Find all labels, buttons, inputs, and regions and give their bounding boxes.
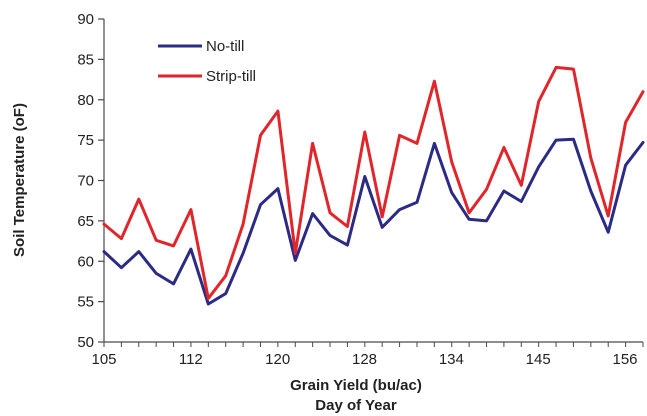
axes: 50 55 60 65 70 75 80 85 90 105 112 120 128 134 145 156 [77, 11, 644, 368]
y-tick-label: 80 [77, 92, 94, 109]
series-line-no-till [102, 137, 645, 306]
y-tick-label: 50 [77, 334, 94, 351]
legend: No-till Strip-till [158, 38, 256, 85]
y-tick-label: 90 [77, 11, 94, 28]
series-layer [102, 65, 645, 306]
x-tick-label: 156 [612, 351, 637, 368]
y-tick-label: 60 [77, 253, 94, 270]
x-tick-label: 112 [179, 351, 203, 368]
x-tick-label: 120 [265, 351, 290, 368]
x-axis-title: Grain Yield (bu/ac) [290, 377, 422, 394]
y-tick-label: 65 [77, 213, 94, 230]
y-tick-label: 55 [77, 294, 94, 311]
x-tick-label: 134 [439, 351, 464, 368]
legend-label-strip-till: Strip-till [206, 68, 256, 85]
x-tick-label: 145 [526, 351, 551, 368]
y-tick-label: 70 [77, 173, 94, 190]
x-axis-subtitle: Day of Year [315, 397, 397, 414]
y-tick-label: 85 [77, 51, 94, 68]
y-tick-label: 75 [77, 132, 94, 149]
x-tick-label: 128 [352, 351, 377, 368]
legend-label-no-till: No-till [206, 38, 244, 55]
x-tick-label: 105 [91, 351, 116, 368]
series-line-strip-till [102, 65, 645, 300]
y-axis-title: Soil Temperature (oF) [11, 103, 28, 257]
